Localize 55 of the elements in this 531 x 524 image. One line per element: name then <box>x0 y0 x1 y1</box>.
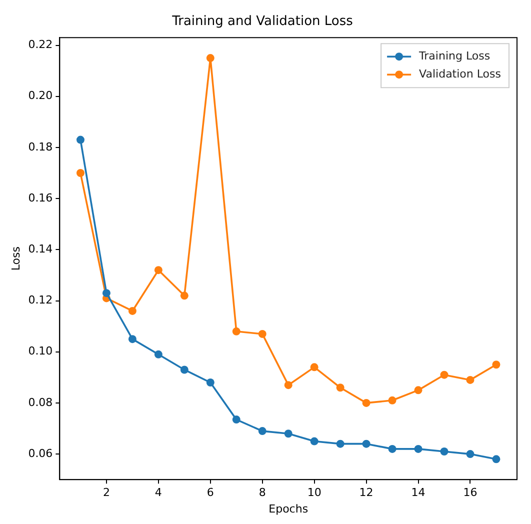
point <box>258 427 266 436</box>
x-tick-label: 6 <box>206 486 214 500</box>
point <box>232 327 240 336</box>
chart-title: Training and Validation Loss <box>171 14 354 30</box>
x-tick-label: 2 <box>102 486 110 500</box>
point <box>180 292 188 300</box>
point <box>492 455 500 464</box>
y-tick-label: 0.10 <box>28 344 53 358</box>
point <box>466 450 474 458</box>
point <box>310 437 318 446</box>
point <box>492 360 500 369</box>
point <box>388 396 396 404</box>
point <box>336 384 344 392</box>
x-tick-label: 10 <box>307 486 322 500</box>
y-tick-label: 0.22 <box>28 38 53 52</box>
y-tick-label: 0.14 <box>28 242 53 256</box>
point <box>154 266 162 274</box>
y-tick-label: 0.18 <box>28 140 53 154</box>
y-tick-label: 0.16 <box>28 191 53 204</box>
point <box>414 444 422 453</box>
point <box>284 430 292 438</box>
point <box>232 416 240 424</box>
legend-label: Training Loss <box>418 49 490 62</box>
point <box>440 447 448 456</box>
point <box>258 330 266 338</box>
x-tick-label: 8 <box>258 486 266 500</box>
point <box>102 289 110 298</box>
point <box>388 444 396 453</box>
point <box>336 440 344 448</box>
point <box>440 370 448 379</box>
x-tick-label: 16 <box>463 486 478 500</box>
point <box>362 440 370 448</box>
point <box>128 306 136 315</box>
legend-label: Validation Loss <box>419 67 502 80</box>
point <box>76 169 84 178</box>
y-axis-title: Loss <box>9 246 22 271</box>
point <box>206 54 214 62</box>
point <box>76 136 84 144</box>
point <box>362 398 370 407</box>
point <box>154 350 162 358</box>
point <box>466 376 474 384</box>
point <box>284 381 292 390</box>
point <box>414 386 422 394</box>
x-tick-label: 14 <box>411 486 426 500</box>
x-tick-label: 12 <box>359 486 374 500</box>
x-tick-label: 4 <box>154 486 162 500</box>
y-tick-label: 0.12 <box>28 294 53 307</box>
point <box>310 363 318 372</box>
point <box>206 378 214 387</box>
y-tick-label: 0.06 <box>28 446 53 460</box>
point <box>128 335 136 344</box>
point <box>180 366 188 374</box>
x-axis-title: Epochs <box>268 502 308 516</box>
y-tick-label: 0.08 <box>28 396 53 409</box>
y-tick-label: 0.20 <box>28 89 53 102</box>
